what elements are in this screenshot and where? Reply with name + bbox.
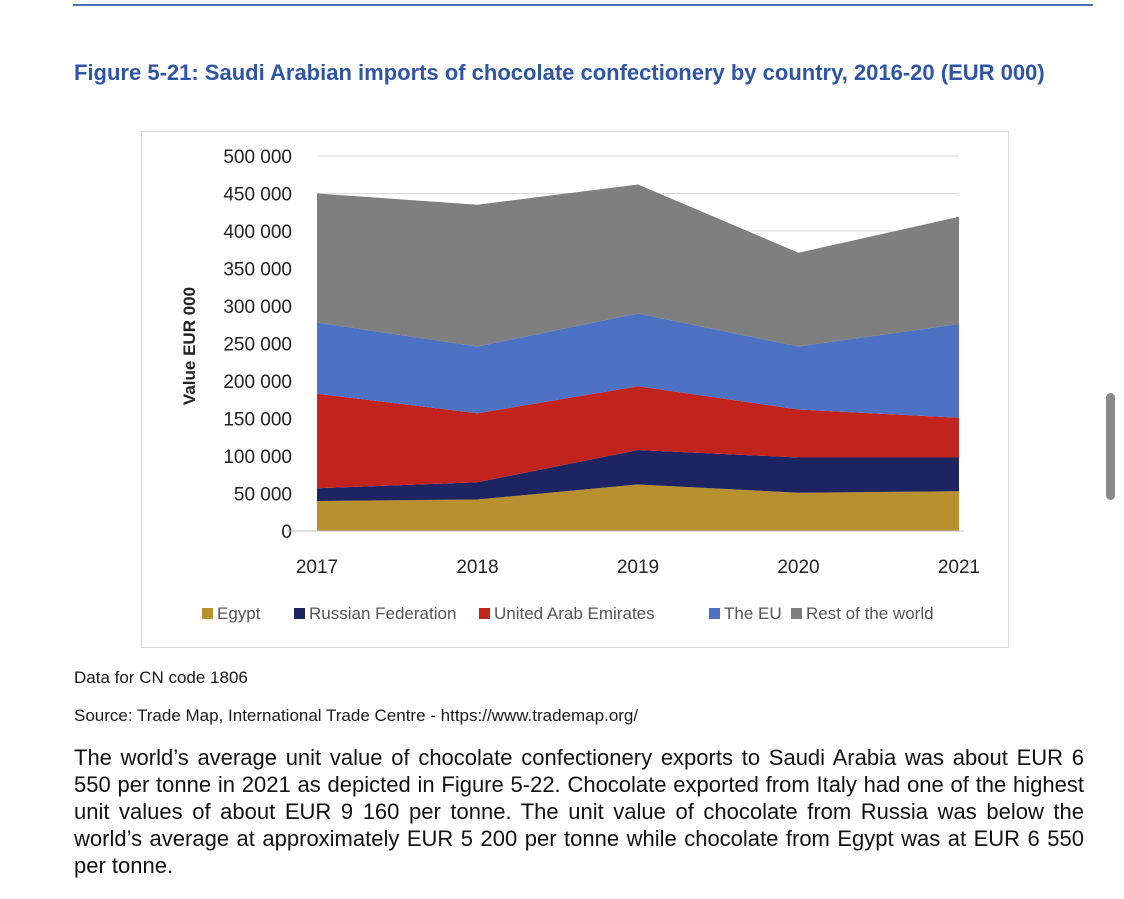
- stacked-area-chart: 0 50 000 100 000 150 000 200 000 250 000 300 0…: [180, 147, 980, 623]
- y-tick-label: 200 000: [223, 372, 292, 393]
- y-axis-title: Value EUR 000: [180, 287, 199, 405]
- chart-container: 0 50 000 100 000 150 000 200 000 250 000 300 0…: [141, 131, 1009, 648]
- legend-swatch: [479, 608, 490, 619]
- y-tick-label: 100 000: [223, 447, 292, 468]
- y-tick-label: 0: [281, 522, 292, 543]
- legend-swatch: [202, 608, 213, 619]
- y-tick-label: 450 000: [223, 185, 292, 206]
- area-series: [317, 184, 959, 347]
- x-tick-label: 2019: [617, 557, 659, 578]
- x-tick-label: 2017: [296, 557, 338, 578]
- source-note: Source: Trade Map, International Trade C…: [74, 706, 639, 725]
- data-note: Data for CN code 1806: [74, 668, 248, 687]
- area-series: [317, 450, 959, 501]
- y-tick-label: 250 000: [223, 335, 292, 356]
- area-series: [317, 484, 959, 531]
- legend-label: Rest of the world: [806, 604, 934, 623]
- area-series: [317, 386, 959, 489]
- y-tick-label: 350 000: [223, 260, 292, 281]
- legend-swatch: [709, 608, 720, 619]
- y-tick-label: 300 000: [223, 297, 292, 318]
- y-tick-label: 150 000: [223, 410, 292, 431]
- x-tick-label: 2021: [938, 557, 980, 578]
- legend-swatch: [791, 608, 802, 619]
- legend-label: Egypt: [217, 604, 261, 623]
- y-tick-label: 50 000: [234, 485, 292, 506]
- top-rule: [73, 4, 1093, 6]
- area-series: [317, 313, 959, 418]
- legend-swatch: [294, 608, 305, 619]
- body-paragraph: The world’s average unit value of chocol…: [74, 745, 1084, 878]
- legend-label: The EU: [724, 604, 782, 623]
- x-tick-label: 2018: [456, 557, 498, 578]
- legend-label: United Arab Emirates: [494, 604, 655, 623]
- figure-title: Figure 5-21: Saudi Arabian imports of ch…: [74, 60, 1045, 85]
- x-tick-label: 2020: [777, 557, 819, 578]
- y-tick-label: 500 000: [223, 147, 292, 168]
- y-tick-label: 400 000: [223, 222, 292, 243]
- legend-label: Russian Federation: [309, 604, 456, 623]
- scrollbar-thumb[interactable]: [1106, 393, 1115, 500]
